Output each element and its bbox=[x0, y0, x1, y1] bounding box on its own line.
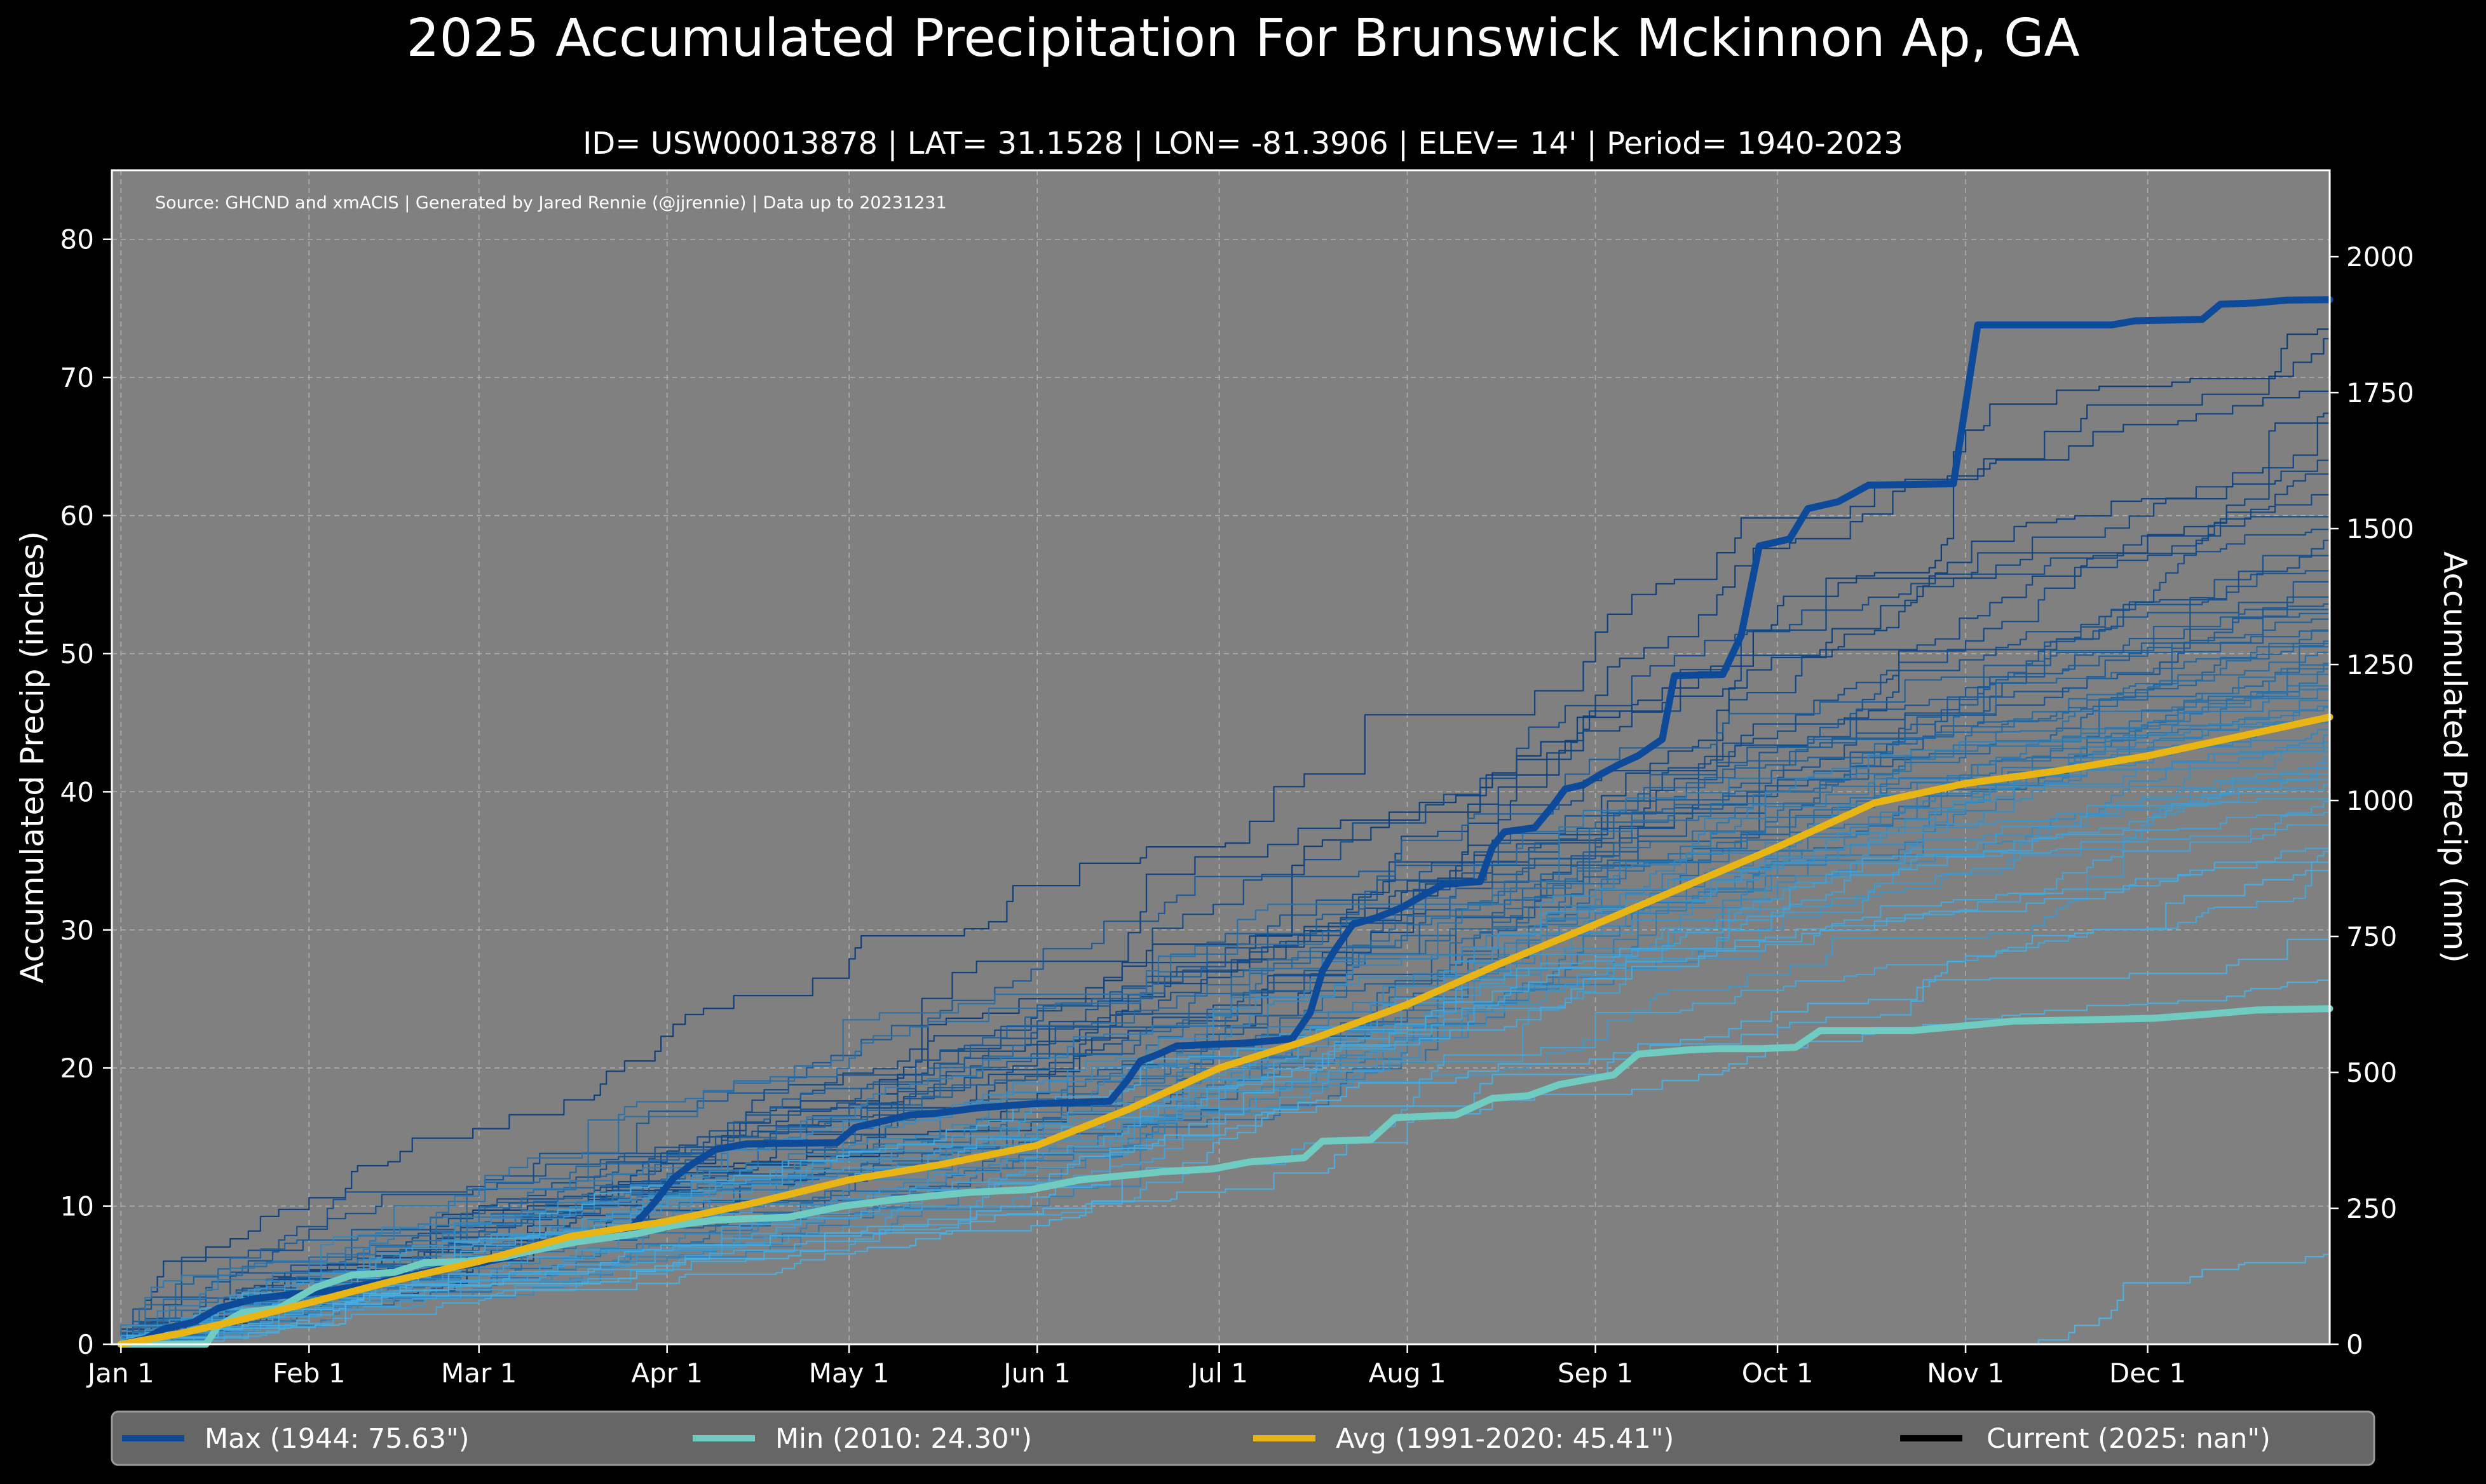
legend-min-label: Min (2010: 24.30") bbox=[775, 1423, 1032, 1455]
y-left-tick-label: 40 bbox=[60, 776, 94, 807]
y-right-tick-label: 1500 bbox=[2346, 513, 2414, 544]
x-tick-label: Dec 1 bbox=[2109, 1358, 2186, 1389]
chart-subtitle: ID= USW00013878 | LAT= 31.1528 | LON= -8… bbox=[583, 126, 1903, 161]
y-right-tick-label: 250 bbox=[2346, 1193, 2397, 1224]
x-tick-label: Sep 1 bbox=[1558, 1358, 1633, 1389]
historical-year-line bbox=[121, 1253, 2330, 1346]
y-right-tick-label: 500 bbox=[2346, 1057, 2397, 1088]
x-tick-label: Aug 1 bbox=[1369, 1358, 1446, 1389]
x-tick-label: Oct 1 bbox=[1742, 1358, 1814, 1389]
legend-box bbox=[111, 1410, 2375, 1466]
avg-series-line bbox=[117, 713, 2333, 1348]
historical-year-line bbox=[121, 663, 2330, 1346]
historical-year-line bbox=[120, 603, 2330, 1344]
y-right-tick-label: 1250 bbox=[2346, 649, 2414, 680]
min-series-line bbox=[117, 1005, 2333, 1348]
y-left-tick-label: 10 bbox=[60, 1191, 94, 1222]
y-axis-left: 0 10 20 30 40 50 60 70 80 bbox=[60, 224, 112, 1360]
x-tick-label: Mar 1 bbox=[441, 1358, 517, 1389]
historical-year-line bbox=[121, 494, 2330, 1346]
y-right-tick-label: 2000 bbox=[2346, 241, 2414, 273]
highlight-lines bbox=[117, 296, 2333, 1348]
x-tick-label: May 1 bbox=[809, 1358, 890, 1389]
legend: Max (1944: 75.63") Min (2010: 24.30") Av… bbox=[111, 1410, 2375, 1466]
historical-year-line bbox=[120, 699, 2330, 1344]
legend-avg-label: Avg (1991-2020: 45.41") bbox=[1336, 1423, 1674, 1455]
historical-year-line bbox=[121, 412, 2330, 1346]
y-left-tick-label: 0 bbox=[77, 1329, 94, 1360]
historical-year-line bbox=[121, 555, 2330, 1346]
x-tick-label: Nov 1 bbox=[1927, 1358, 2004, 1389]
legend-current-label: Current (2025: nan") bbox=[1987, 1423, 2271, 1455]
historical-year-line bbox=[120, 746, 2330, 1344]
historical-year-line bbox=[121, 729, 2330, 1346]
y-axis-left-label: Accumulated Precip (inches) bbox=[14, 531, 51, 983]
y-left-tick-label: 50 bbox=[60, 638, 94, 670]
y-left-tick-label: 70 bbox=[60, 362, 94, 393]
x-axis: Jan 1 Feb 1 Mar 1 Apr 1 May 1 Jun 1 Jul 1 Aug 1… bbox=[86, 1344, 2186, 1389]
historical-year-line bbox=[120, 715, 2330, 1344]
chart-title: 2025 Accumulated Precipitation For Bruns… bbox=[406, 8, 2079, 69]
x-tick-label: Feb 1 bbox=[273, 1358, 345, 1389]
y-axis-right-label: Accumulated Precip (mm) bbox=[2436, 551, 2473, 963]
historical-year-line bbox=[120, 975, 2331, 1344]
historical-year-line bbox=[120, 811, 2330, 1344]
historical-year-line bbox=[121, 870, 2330, 1346]
source-note: Source: GHCND and xmACIS | Generated by … bbox=[155, 193, 947, 213]
y-left-tick-label: 20 bbox=[60, 1053, 94, 1084]
legend-max-label: Max (1944: 75.63") bbox=[205, 1423, 470, 1455]
historical-year-line bbox=[121, 859, 2331, 1346]
x-tick-label: Jan 1 bbox=[86, 1358, 154, 1389]
y-left-tick-label: 30 bbox=[60, 915, 94, 946]
y-left-tick-label: 80 bbox=[60, 224, 94, 255]
x-tick-label: Jun 1 bbox=[1002, 1358, 1071, 1389]
y-right-tick-label: 1000 bbox=[2346, 785, 2414, 816]
y-right-tick-label: 750 bbox=[2346, 921, 2397, 952]
x-tick-label: Apr 1 bbox=[631, 1358, 703, 1389]
y-axis-right: 0 250 500 750 1000 1250 1500 1750 2000 bbox=[2330, 241, 2414, 1360]
historical-year-line bbox=[121, 824, 2330, 1346]
plot-frame bbox=[111, 169, 2331, 1346]
y-right-tick-label: 0 bbox=[2346, 1329, 2363, 1360]
y-right-tick-label: 1750 bbox=[2346, 377, 2414, 408]
x-tick-label: Jul 1 bbox=[1188, 1358, 1248, 1389]
y-left-tick-label: 60 bbox=[60, 501, 94, 532]
